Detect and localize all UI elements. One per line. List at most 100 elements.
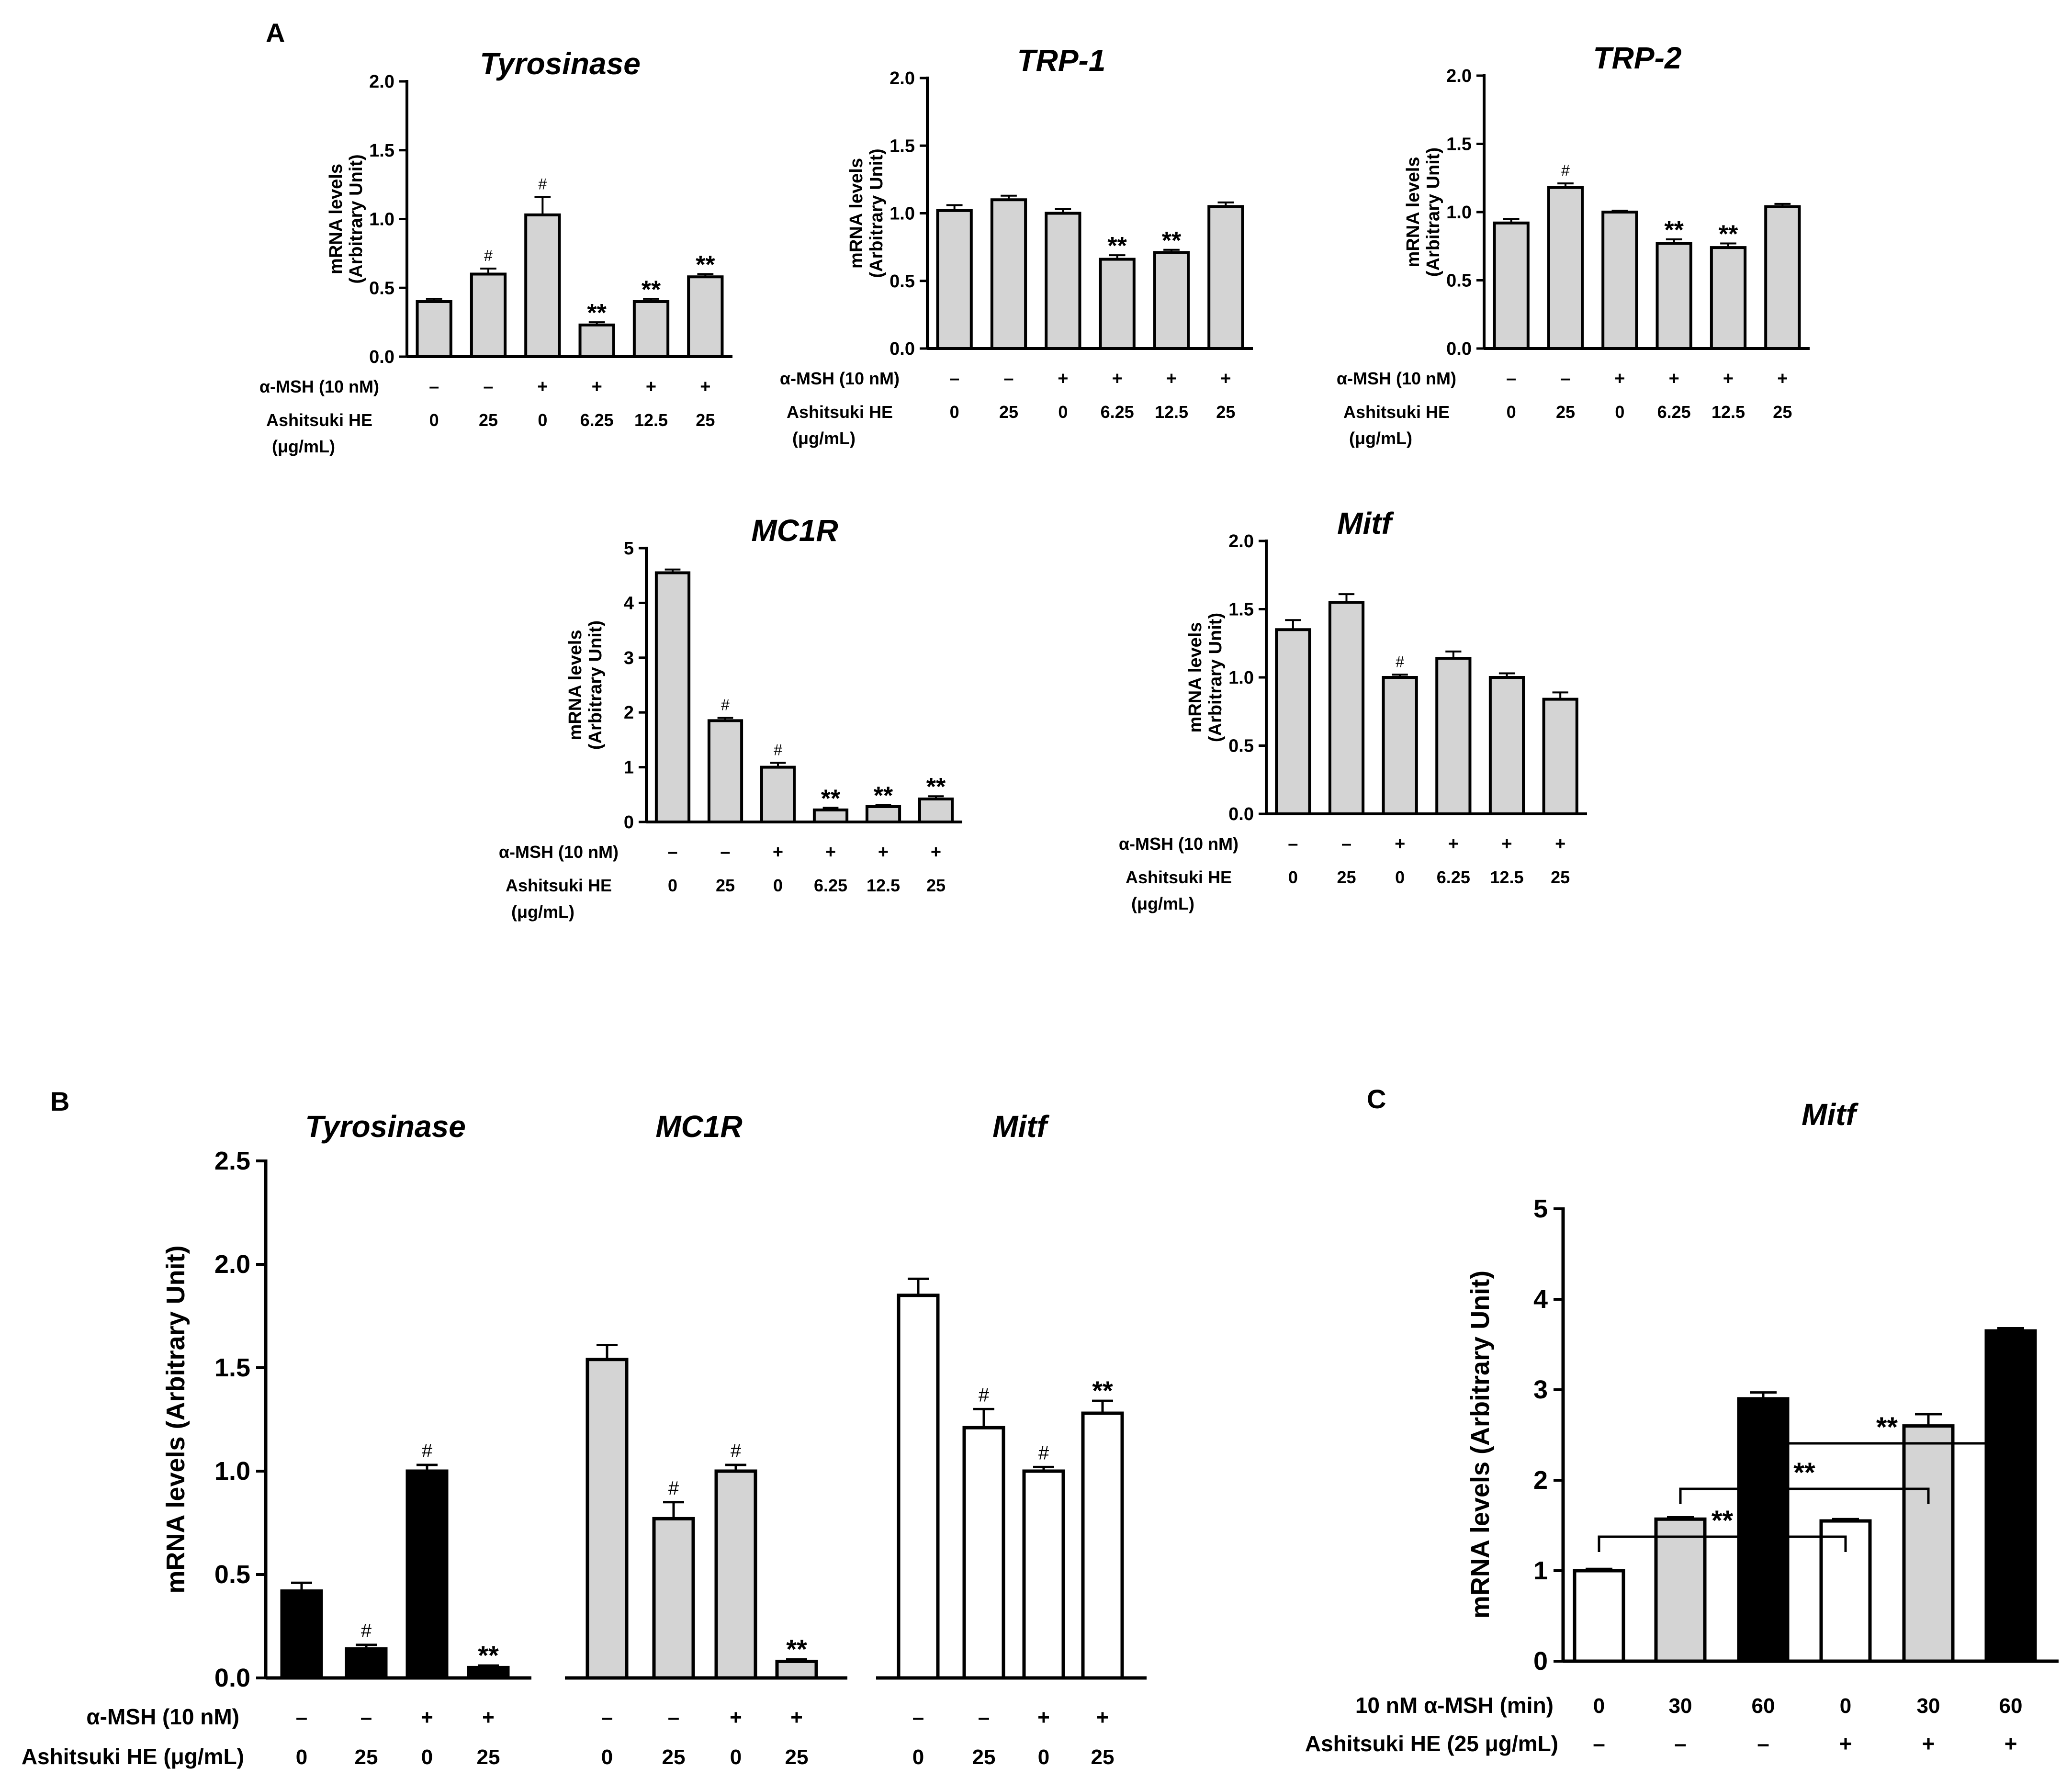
significance-annotation: ** bbox=[1107, 232, 1127, 260]
condition-value: + bbox=[1395, 834, 1405, 854]
condition-value: – bbox=[1288, 834, 1298, 854]
bar bbox=[632, 300, 670, 358]
significance-annotation: ** bbox=[642, 276, 661, 304]
y-tick-label: 2.0 bbox=[890, 68, 915, 89]
condition-value: 25 bbox=[926, 876, 946, 895]
y-axis-label: mRNA levels (Arbitrary Unit) bbox=[1466, 1271, 1495, 1619]
condition-value: 12.5 bbox=[1490, 867, 1523, 887]
bar bbox=[578, 323, 615, 358]
y-tick-label: 0.0 bbox=[1446, 339, 1472, 359]
bar bbox=[1764, 205, 1801, 350]
row-label-ashitsuki: Ashitsuki HE (25 μg/mL) bbox=[1305, 1731, 1558, 1756]
bar bbox=[1275, 628, 1311, 815]
bar bbox=[775, 1659, 818, 1680]
significance-annotation: ** bbox=[1793, 1457, 1815, 1488]
bar bbox=[936, 209, 973, 350]
hash-annotation: # bbox=[774, 741, 782, 758]
condition-value: 0 bbox=[421, 1745, 433, 1769]
chart-title: TRP-1 bbox=[1017, 43, 1106, 78]
condition-value: 0 bbox=[1507, 402, 1516, 422]
condition-value: 25 bbox=[999, 402, 1018, 422]
row-label-msh: α-MSH (10 nM) bbox=[1337, 369, 1456, 388]
condition-value: + bbox=[790, 1706, 803, 1729]
hash-annotation: # bbox=[422, 1440, 433, 1462]
condition-value: – bbox=[1674, 1731, 1687, 1756]
condition-value: 0 bbox=[773, 876, 783, 895]
row-label-unit: (μg/mL) bbox=[792, 428, 856, 448]
bar bbox=[1902, 1424, 1955, 1663]
significance-annotation: ** bbox=[1712, 1505, 1734, 1536]
condition-value: – bbox=[668, 1706, 679, 1729]
y-axis-label-line: mRNA levels bbox=[846, 158, 867, 269]
significance-bracket bbox=[1762, 1442, 2012, 1459]
bar bbox=[652, 1517, 695, 1680]
hash-annotation: # bbox=[484, 247, 493, 264]
y-tick-label: 2.0 bbox=[214, 1250, 250, 1279]
chart-title: Mitf bbox=[1802, 1097, 1858, 1132]
condition-value: + bbox=[730, 1706, 742, 1729]
y-tick-label: 1 bbox=[1533, 1556, 1548, 1585]
bar bbox=[1737, 1397, 1790, 1663]
row-label-ashitsuki: Ashitsuki HE bbox=[1126, 867, 1232, 887]
bar bbox=[654, 571, 691, 823]
bar bbox=[1573, 1569, 1625, 1663]
condition-value: 60 bbox=[1999, 1694, 2023, 1718]
row-label-unit: (μg/mL) bbox=[1349, 428, 1412, 448]
y-axis-label-line: (Arbitrary Unit) bbox=[1423, 147, 1443, 277]
y-axis-label-line: (Arbitrary Unit) bbox=[586, 620, 606, 750]
condition-value: 25 bbox=[1216, 402, 1235, 422]
chart-title: MC1R bbox=[751, 513, 838, 548]
condition-value: + bbox=[2004, 1731, 2017, 1756]
y-tick-label: 2.5 bbox=[214, 1147, 250, 1175]
significance-annotation: ** bbox=[587, 299, 607, 327]
condition-value: 6.25 bbox=[1437, 867, 1470, 887]
y-tick-label: 1.0 bbox=[890, 204, 915, 224]
hash-annotation: # bbox=[1396, 653, 1404, 670]
row-label-msh: α-MSH (10 nM) bbox=[1119, 834, 1239, 854]
condition-value: 6.25 bbox=[580, 410, 614, 430]
y-tick-label: 2 bbox=[1533, 1466, 1548, 1495]
condition-value: – bbox=[483, 377, 493, 397]
bar bbox=[1081, 1411, 1124, 1680]
condition-value: 25 bbox=[479, 410, 498, 430]
bar bbox=[416, 300, 452, 358]
y-tick-label: 4 bbox=[1533, 1285, 1548, 1314]
bar bbox=[918, 797, 954, 824]
row-label-msh: α-MSH (10 nM) bbox=[86, 1704, 239, 1729]
condition-value: 6.25 bbox=[1101, 402, 1134, 422]
chart-c-mitf-time: Mitf 0 – 30 – 60 – 0 +30 +60 + ** ** ** 0 1 2 3 4 5 mRNA lev… bbox=[1305, 1097, 2059, 1756]
y-tick-label: 0.0 bbox=[890, 339, 915, 359]
condition-value: 0 bbox=[1288, 867, 1298, 887]
chart-a-tyrosinase: Tyrosinase # # ** ** ** 0.0 0.5 1.0 1.5 2.0 mRNA le… bbox=[259, 46, 732, 456]
condition-value: 12.5 bbox=[1712, 402, 1745, 422]
condition-value: 25 bbox=[972, 1745, 996, 1769]
significance-annotation: ** bbox=[786, 1634, 807, 1664]
condition-value: – bbox=[949, 369, 959, 389]
significance-bracket bbox=[1598, 1535, 1847, 1552]
significance-annotation: ** bbox=[821, 785, 841, 812]
bar bbox=[1710, 246, 1747, 350]
condition-value: 25 bbox=[785, 1745, 809, 1769]
y-tick-label: 1.5 bbox=[890, 136, 915, 156]
condition-value: + bbox=[537, 377, 548, 397]
bar bbox=[707, 719, 743, 823]
row-label-ashitsuki: Ashitsuki HE bbox=[506, 876, 612, 895]
significance-annotation: ** bbox=[1876, 1412, 1898, 1443]
bar bbox=[524, 213, 561, 358]
y-tick-label: 2.0 bbox=[1228, 531, 1254, 551]
condition-value: 25 bbox=[696, 410, 715, 430]
y-tick-label: 0.0 bbox=[1228, 804, 1254, 824]
hash-annotation: # bbox=[731, 1440, 742, 1462]
significance-bracket bbox=[1679, 1487, 1930, 1504]
y-axis-label: mRNA levels(Arbitrary Unit) bbox=[326, 154, 366, 283]
y-tick-label: 0 bbox=[624, 812, 634, 833]
bar bbox=[1547, 186, 1584, 350]
row-label-msh: α-MSH (10 nM) bbox=[780, 369, 900, 388]
condition-value: + bbox=[700, 377, 710, 397]
bar bbox=[1382, 676, 1418, 815]
condition-value: + bbox=[1922, 1731, 1935, 1756]
condition-value: – bbox=[912, 1706, 924, 1729]
row-label-ashitsuki: Ashitsuki HE bbox=[1343, 402, 1450, 422]
condition-value: 6.25 bbox=[814, 876, 847, 895]
condition-value: + bbox=[1501, 834, 1512, 854]
